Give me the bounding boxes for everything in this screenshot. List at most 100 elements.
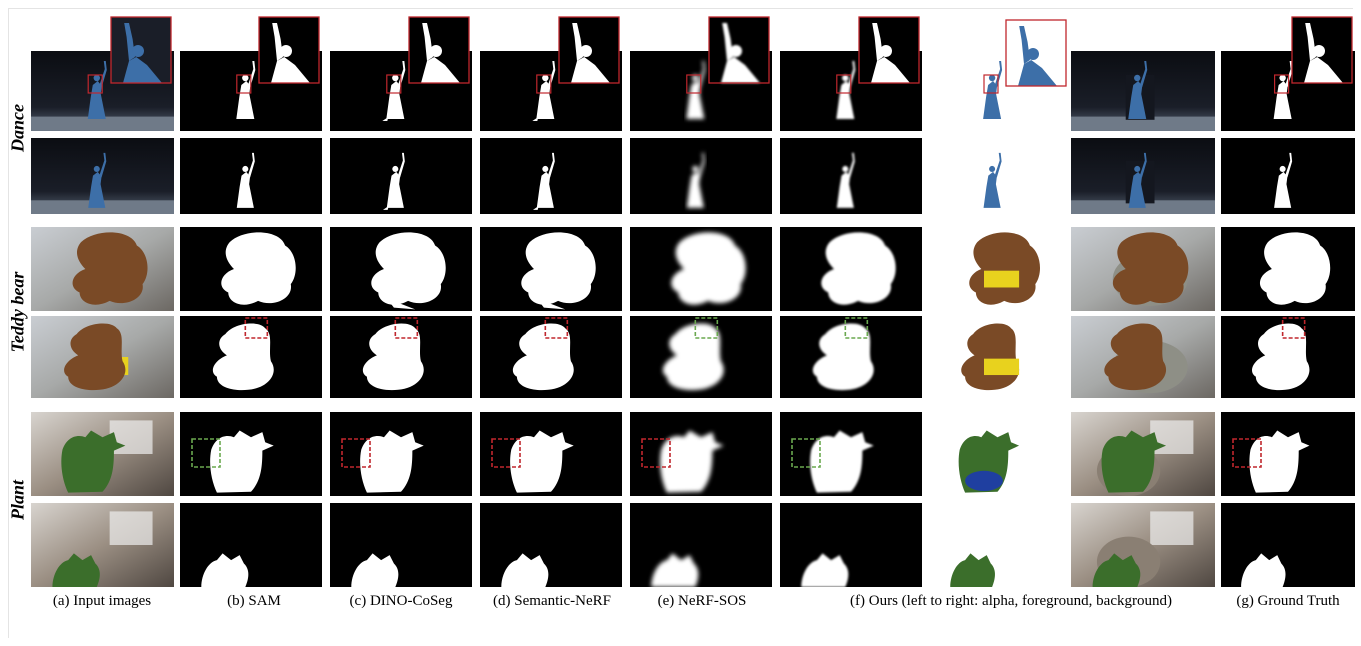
tile-plant-input: [31, 503, 174, 587]
plant-silhouette: [201, 553, 249, 587]
zoom-source-box: [536, 74, 552, 94]
tile-dance-sem: [480, 138, 622, 214]
zoom-inset: [110, 16, 172, 84]
plant-silhouette: [810, 430, 874, 493]
plant-silhouette: [950, 553, 995, 587]
tile-plant-dino: [330, 503, 472, 587]
plant-photo: [31, 503, 174, 587]
highlight-box: [191, 438, 221, 468]
tile-plant-fg: [930, 412, 1065, 496]
tile-teddy-alpha: [780, 227, 922, 311]
row-label-teddy-bear: Teddy bear: [7, 271, 28, 353]
tile-teddy-gt: [1221, 316, 1355, 398]
tile-teddy-fg: [930, 316, 1065, 398]
tile-plant-sem: [480, 412, 622, 496]
highlight-box: [1232, 438, 1262, 468]
tile-teddy-sam: [180, 227, 322, 311]
zoom-inset: [408, 16, 470, 84]
dance-silhouette: [236, 61, 256, 119]
tile-teddy-dino: [330, 227, 472, 311]
tile-teddy-sem: [480, 316, 622, 398]
highlight-box: [491, 438, 521, 468]
tile-dance-sos: [630, 138, 772, 214]
plant-silhouette: [1241, 553, 1286, 587]
plant-silhouette: [1092, 553, 1141, 587]
plant-silhouette: [501, 553, 549, 587]
teddy-silhouette: [671, 232, 746, 305]
tile-teddy-gt: [1221, 227, 1355, 311]
zoom-inset: [258, 16, 320, 84]
tile-plant-sem: [480, 503, 622, 587]
tile-dance-alpha: [780, 138, 922, 214]
teddy-silhouette: [72, 232, 148, 305]
zoom-source-box: [836, 74, 852, 94]
dance-silhouette: [686, 152, 705, 208]
plant-silhouette: [1101, 430, 1167, 493]
dance-silhouette: [382, 152, 405, 210]
zoom-source-box: [236, 74, 252, 94]
tile-dance-dino: [330, 138, 472, 214]
tile-plant-sos: [630, 412, 772, 496]
teddy-silhouette: [1252, 323, 1310, 391]
column-label-sam: (b) SAM: [227, 593, 281, 609]
highlight-box: [844, 317, 869, 339]
figure-border-left: [8, 8, 9, 638]
column-label-input: (a) Input images: [52, 593, 152, 609]
tile-plant-fg: [930, 503, 1065, 587]
teddy-silhouette: [371, 232, 446, 310]
zoom-inset: [708, 16, 770, 84]
teddy-silhouette: [512, 323, 574, 391]
tile-teddy-dino: [330, 316, 472, 398]
dance-silhouette: [87, 61, 107, 119]
plant-silhouette: [210, 430, 274, 493]
zoom-inset: [858, 16, 920, 84]
highlight-box: [694, 317, 719, 339]
column-label-ours: (f) Ours (left to right: alpha, foregrou…: [850, 593, 1172, 609]
dance-silhouette: [1128, 152, 1147, 208]
tile-teddy-sam: [180, 316, 322, 398]
zoom-source-box: [983, 74, 999, 94]
dance-silhouette: [1128, 61, 1148, 119]
teddy-silhouette: [1104, 323, 1167, 391]
tile-plant-alpha: [780, 503, 922, 587]
tile-teddy-sem: [480, 227, 622, 311]
plant-silhouette: [510, 430, 574, 493]
dance-silhouette: [532, 61, 556, 121]
plant-silhouette: [52, 553, 100, 587]
zoom-inset: [1005, 19, 1067, 87]
zoom-source-box: [686, 74, 702, 94]
dance-silhouette: [836, 61, 856, 119]
teddy-silhouette: [1112, 232, 1189, 305]
highlight-box: [1281, 317, 1306, 339]
zoom-inset: [1291, 16, 1353, 84]
tile-teddy-sos: [630, 227, 772, 311]
tile-teddy-sos: [630, 316, 772, 398]
teddy-silhouette: [812, 323, 874, 391]
tile-teddy-alpha: [780, 316, 922, 398]
figure-border-top: [8, 8, 1353, 9]
teddy-silhouette: [221, 232, 296, 305]
dance-silhouette: [532, 152, 555, 210]
plant-silhouette: [801, 553, 849, 587]
dance-silhouette: [382, 61, 406, 121]
teddy-silhouette: [821, 232, 896, 305]
dance-silhouette: [983, 61, 1003, 119]
teddy-silhouette: [212, 323, 274, 391]
tile-dance-fg: [930, 138, 1065, 214]
teddy-silhouette: [521, 232, 596, 310]
dance-silhouette: [236, 152, 255, 208]
column-label-ground-truth: (g) Ground Truth: [1236, 593, 1340, 609]
zoom-source-box: [386, 74, 402, 94]
teddy-silhouette: [362, 323, 424, 391]
column-label-nerf-sos: (e) NeRF-SOS: [657, 593, 747, 609]
image-grid: [31, 16, 1355, 587]
column-label-semantic-nerf: (d) Semantic-NeRF: [493, 593, 611, 609]
dance-silhouette: [1273, 61, 1293, 119]
zoom-source-box: [1273, 74, 1290, 94]
teddy-silhouette: [662, 323, 724, 391]
tile-plant-dino: [330, 412, 472, 496]
highlight-box: [544, 317, 569, 339]
teddy-silhouette: [64, 323, 126, 391]
tile-plant-alpha: [780, 412, 922, 496]
